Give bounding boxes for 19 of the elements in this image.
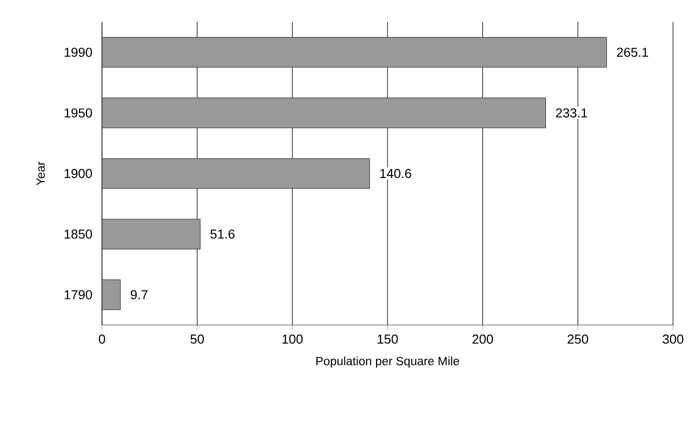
data-label: 233.1: [556, 108, 588, 118]
y-tick-label: 1790: [64, 290, 92, 300]
x-tick-label: 0: [98, 334, 106, 344]
x-tick-label: 50: [190, 334, 204, 344]
x-tick-label: 250: [568, 334, 588, 344]
data-label: 9.7: [130, 290, 148, 300]
y-tick-label: 1990: [64, 48, 92, 57]
y-tick-label: 1950: [64, 108, 92, 118]
x-tick-label: 100: [282, 334, 303, 344]
data-label: 51.6: [210, 230, 235, 239]
x-tick-label: 200: [472, 334, 493, 344]
y-tick-label: 1900: [64, 168, 92, 178]
x-tick-label: 300: [662, 334, 684, 344]
x-tick-label: 150: [378, 334, 398, 344]
y-axis-title: Year: [36, 162, 45, 186]
data-label: 140.6: [380, 168, 412, 178]
x-axis-title: Population per Square Mile: [316, 356, 460, 368]
data-label: 265.1: [616, 48, 648, 57]
y-tick-label: 1850: [64, 230, 92, 239]
